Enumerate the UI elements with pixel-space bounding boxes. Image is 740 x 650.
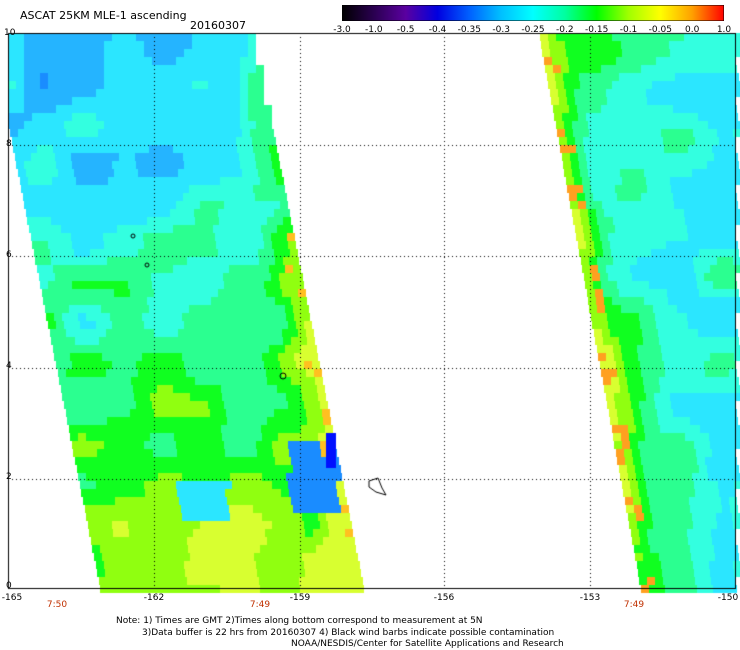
colorbar (342, 5, 724, 21)
time-label: 7:50 (46, 600, 68, 610)
y-tick-label: 4 (6, 361, 12, 371)
colorbar-tick-label: -3.0 (333, 25, 351, 35)
colorbar-tick-label: -0.3 (492, 25, 510, 35)
colorbar-tick-label: -1.0 (365, 25, 383, 35)
x-tick-label: -150 (717, 593, 739, 603)
colorbar-tick-label: 0.0 (684, 25, 700, 35)
product-title: ASCAT 25KM MLE-1 ascending (20, 9, 187, 22)
y-tick-label: 8 (6, 139, 12, 149)
colorbar-tick-label: -0.25 (521, 25, 545, 35)
colorbar-tick-label: -0.05 (648, 25, 672, 35)
colorbar-tick-label: 1.0 (716, 25, 732, 35)
x-tick-label: -156 (433, 593, 455, 603)
time-label: 7:49 (623, 600, 645, 610)
note-line-1: Note: 1) Times are GMT 2)Times along bot… (116, 616, 483, 626)
note-line-2: 3)Data buffer is 22 hrs from 20160307 4)… (142, 628, 555, 638)
y-tick-label: 10 (4, 28, 16, 38)
x-tick-label: -165 (1, 593, 23, 603)
product-date: 20160307 (190, 19, 246, 32)
colorbar-gradient (342, 5, 724, 21)
colorbar-tick-label: -0.2 (556, 25, 574, 35)
y-tick-label: 6 (6, 250, 12, 260)
colorbar-tick-label: -0.15 (585, 25, 609, 35)
colorbar-labels: -3.0 -1.0 -0.5 -0.4 -0.35 -0.3 -0.25 -0.2 -0.15-… (326, 26, 740, 38)
x-tick-label: -159 (289, 593, 311, 603)
colorbar-tick-label: -0.4 (428, 25, 447, 35)
x-tick-label: -153 (579, 593, 601, 603)
colorbar-tick-label: -0.35 (457, 25, 481, 35)
colorbar-tick-label: -0.5 (396, 25, 415, 35)
colorbar-tick-label: -0.1 (619, 25, 638, 35)
note-line-3: NOAA/NESDIS/Center for Satellite Applica… (291, 639, 564, 649)
x-tick-label: -162 (143, 593, 165, 603)
y-tick-label: 0 (6, 581, 12, 591)
y-tick-label: 2 (6, 472, 12, 482)
time-label: 7:49 (249, 600, 271, 610)
